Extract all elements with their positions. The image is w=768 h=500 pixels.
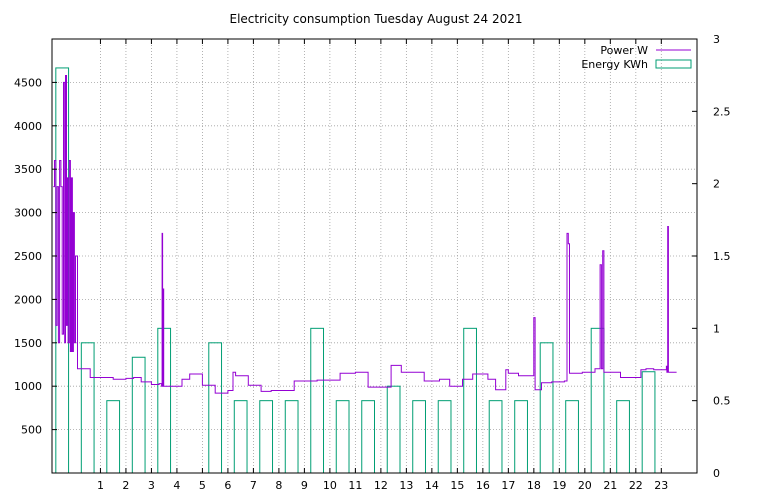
energy-bar: [233, 400, 248, 474]
energy-bar: [131, 356, 146, 474]
x-tick-label: 15: [450, 479, 464, 492]
y-tick-label: 3000: [14, 207, 42, 220]
x-tick-label: 16: [476, 479, 490, 492]
x-tick-label: 6: [224, 479, 231, 492]
energy-bar: [310, 327, 325, 474]
power-line: [53, 75, 677, 394]
x-tick-label: 12: [374, 479, 388, 492]
legend: Power W Energy KWh: [581, 44, 692, 71]
x-tick-label: 8: [275, 479, 282, 492]
y-tick-label: 2500: [14, 250, 42, 263]
x-tick-label: 9: [301, 479, 308, 492]
x-tick-label: 20: [578, 479, 592, 492]
energy-bar: [590, 327, 605, 474]
x-tick-label: 1: [97, 479, 104, 492]
x-tick-label: 4: [173, 479, 180, 492]
x-tick-label: 21: [603, 479, 617, 492]
y-tick-label: 500: [21, 424, 42, 437]
y-tick-label: 3500: [14, 163, 42, 176]
x-tick-label: 22: [629, 479, 643, 492]
y2-tick-label: 1: [713, 322, 720, 335]
y2-tick-label: 3: [713, 33, 720, 46]
y-axis-left: 500 1000 1500 2000 2500 3000 3500 4000 4500: [14, 76, 57, 437]
energy-bar: [259, 400, 274, 474]
y2-tick-label: 2: [713, 178, 720, 191]
x-tick-label: 18: [527, 479, 541, 492]
energy-bar: [565, 400, 579, 474]
legend-power-label: Power W: [600, 44, 648, 57]
grid: [52, 39, 697, 473]
energy-bar: [335, 400, 350, 474]
legend-energy-label: Energy KWh: [581, 58, 648, 71]
energy-bar: [361, 400, 375, 474]
energy-bar: [80, 342, 95, 474]
energy-bar: [514, 400, 528, 474]
x-tick-label: 23: [654, 479, 668, 492]
x-tick-label: 14: [425, 479, 439, 492]
chart-title: Electricity consumption Tuesday August 2…: [230, 12, 523, 26]
power-series-line: [53, 75, 677, 394]
x-tick-label: 17: [501, 479, 515, 492]
energy-bar: [386, 385, 401, 474]
energy-bar: [208, 342, 223, 474]
y-tick-label: 4500: [14, 76, 42, 89]
y-tick-label: 4000: [14, 120, 42, 133]
x-tick-label: 10: [323, 479, 337, 492]
energy-bar: [539, 342, 554, 474]
y-axis-right: 0 0.5 1 1.5 2 2.5 3: [692, 33, 731, 480]
energy-bar: [641, 371, 656, 474]
energy-bar: [284, 400, 299, 474]
x-axis: 1 2 3 4 5 6 7 8 9 10 11 12 13 14 15 16 17 18 19 20 21 22 23: [97, 39, 668, 492]
x-tick-label: 2: [122, 479, 129, 492]
energy-bar: [616, 400, 630, 474]
energy-bar: [106, 400, 121, 474]
energy-bar: [488, 400, 503, 474]
x-tick-label: 7: [250, 479, 257, 492]
x-tick-label: 11: [348, 479, 362, 492]
y2-tick-label: 0.5: [713, 395, 731, 408]
x-tick-label: 5: [199, 479, 206, 492]
x-tick-label: 3: [148, 479, 155, 492]
energy-bar: [437, 400, 452, 474]
energy-bar: [463, 327, 477, 474]
y-tick-label: 1500: [14, 337, 42, 350]
energy-bar: [412, 400, 426, 474]
y2-tick-label: 0: [713, 467, 720, 480]
x-tick-label: 13: [399, 479, 413, 492]
y-tick-label: 2000: [14, 293, 42, 306]
y2-tick-label: 1.5: [713, 250, 731, 263]
x-tick-label: 19: [552, 479, 566, 492]
y2-tick-label: 2.5: [713, 105, 731, 118]
legend-energy-swatch: [655, 59, 692, 69]
y-tick-label: 1000: [14, 380, 42, 393]
